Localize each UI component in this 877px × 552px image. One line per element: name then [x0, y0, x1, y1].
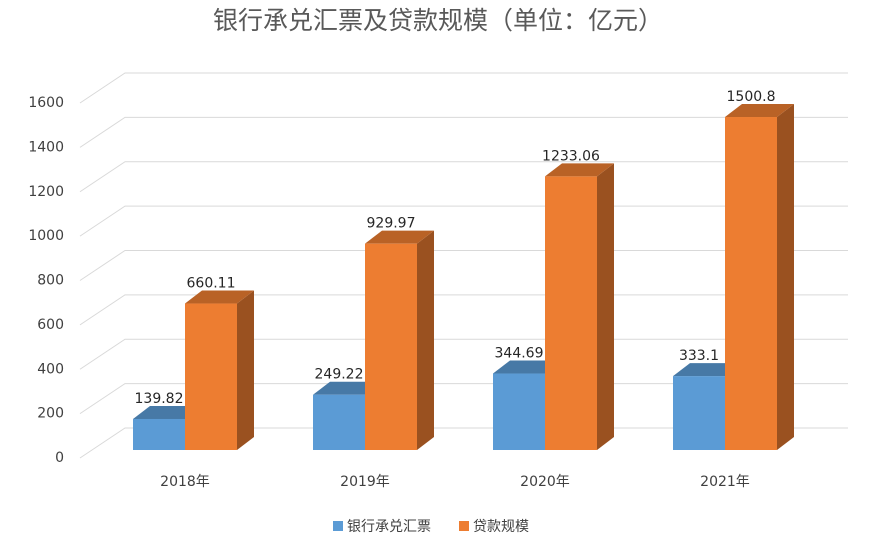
bar-front — [365, 243, 417, 450]
x-tick-label: 2019年 — [340, 474, 390, 490]
bar-top — [313, 381, 382, 395]
x-tick-label: 2018年 — [160, 474, 210, 490]
y-tick-label: 200 — [37, 406, 64, 422]
value-label: 660.11 — [187, 276, 236, 292]
y-tick-label: 600 — [37, 317, 64, 333]
x-tick-label: 2021年 — [700, 474, 750, 490]
value-label: 344.69 — [495, 346, 544, 362]
bar-top — [365, 230, 434, 244]
grid-line — [79, 116, 848, 148]
bar-front — [493, 373, 545, 450]
bar-side — [417, 230, 434, 450]
bar — [725, 104, 794, 450]
y-tick-label: 400 — [37, 361, 64, 377]
legend-label: 银行承兑汇票 — [347, 519, 431, 535]
chart-title: 银行承兑汇票及贷款规模（单位：亿元） — [213, 6, 663, 35]
bar-top — [493, 360, 562, 374]
bar-front — [133, 418, 185, 450]
legend-swatch — [459, 521, 469, 531]
bar-front — [725, 117, 777, 450]
value-label: 139.82 — [135, 391, 184, 407]
bar-front — [313, 394, 365, 450]
y-tick-label: 1400 — [28, 139, 64, 155]
bar-side — [597, 163, 614, 451]
bar-front — [185, 303, 237, 450]
value-label: 333.1 — [679, 348, 719, 364]
value-label: 1233.06 — [542, 148, 600, 164]
y-tick-label: 800 — [37, 273, 64, 289]
grid-line — [79, 72, 848, 104]
legend-label: 贷款规模 — [473, 519, 529, 535]
y-tick-label: 1000 — [28, 228, 64, 244]
bar-top — [185, 290, 254, 304]
value-label: 249.22 — [315, 367, 364, 383]
grid-line — [79, 161, 848, 193]
bar — [365, 230, 434, 450]
value-label: 1500.8 — [727, 89, 776, 105]
legend-swatch — [333, 521, 343, 531]
bar — [185, 290, 254, 450]
value-label: 929.97 — [367, 216, 416, 232]
bar-top — [673, 363, 742, 377]
bar-top — [725, 104, 794, 118]
bar-side — [237, 290, 254, 450]
x-tick-label: 2020年 — [520, 474, 570, 490]
y-tick-label: 1600 — [28, 95, 64, 111]
y-tick-label: 0 — [55, 450, 64, 466]
y-tick-label: 1200 — [28, 184, 64, 200]
bar-top — [133, 405, 202, 419]
bar-top — [545, 163, 614, 177]
bar-front — [673, 376, 725, 450]
bar-side — [777, 104, 794, 450]
bar-front — [545, 176, 597, 451]
bar — [545, 163, 614, 451]
